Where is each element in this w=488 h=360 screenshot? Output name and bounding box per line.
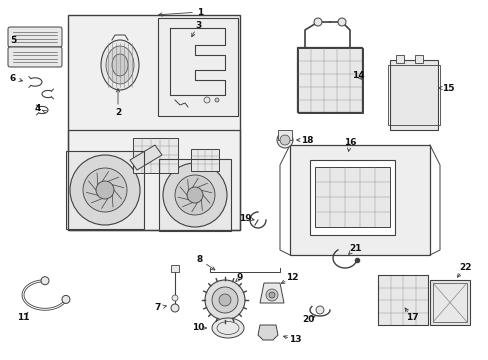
Text: 12: 12 — [285, 274, 298, 283]
Bar — [159, 159, 230, 231]
Text: 16: 16 — [343, 138, 356, 147]
Bar — [377, 275, 427, 325]
Ellipse shape — [101, 40, 139, 90]
Bar — [68, 15, 240, 230]
Bar — [171, 265, 179, 272]
Text: 3: 3 — [195, 21, 201, 30]
Text: 15: 15 — [441, 84, 453, 93]
Text: 22: 22 — [458, 264, 470, 273]
Text: 19: 19 — [238, 213, 251, 222]
Bar — [297, 48, 362, 113]
Circle shape — [70, 155, 140, 225]
Bar — [395, 55, 403, 63]
Circle shape — [276, 132, 292, 148]
Circle shape — [337, 18, 346, 26]
Circle shape — [163, 163, 226, 227]
Ellipse shape — [212, 318, 244, 338]
Circle shape — [175, 175, 215, 215]
Circle shape — [268, 292, 274, 298]
Text: 14: 14 — [351, 71, 364, 80]
Circle shape — [315, 306, 324, 314]
Circle shape — [313, 18, 321, 26]
Bar — [389, 60, 437, 130]
Bar — [132, 138, 177, 172]
Bar — [429, 280, 469, 325]
Text: 2: 2 — [115, 108, 121, 117]
Bar — [66, 151, 143, 229]
Text: 17: 17 — [405, 314, 417, 323]
Circle shape — [83, 168, 127, 212]
Text: 9: 9 — [236, 274, 243, 283]
Text: 20: 20 — [301, 315, 314, 324]
Bar — [159, 159, 230, 231]
Circle shape — [186, 187, 203, 203]
Circle shape — [171, 304, 179, 312]
Text: 11: 11 — [17, 314, 29, 323]
Bar — [296, 47, 361, 112]
Circle shape — [41, 277, 49, 285]
Circle shape — [215, 98, 219, 102]
Text: 21: 21 — [348, 243, 361, 252]
Bar — [387, 65, 439, 125]
Polygon shape — [130, 145, 162, 170]
Polygon shape — [258, 325, 278, 340]
Bar — [278, 130, 291, 140]
Bar — [66, 151, 143, 229]
Bar — [414, 55, 422, 63]
Bar — [68, 130, 240, 230]
Text: 1: 1 — [197, 8, 203, 17]
Circle shape — [212, 287, 238, 313]
Circle shape — [62, 296, 70, 303]
Text: 7: 7 — [155, 303, 161, 312]
Bar — [289, 145, 429, 255]
Circle shape — [280, 135, 289, 145]
Circle shape — [265, 289, 278, 301]
Bar — [432, 283, 466, 322]
Polygon shape — [260, 283, 284, 303]
Text: 10: 10 — [191, 324, 204, 333]
Ellipse shape — [112, 54, 128, 76]
Text: 13: 13 — [288, 336, 301, 345]
Circle shape — [96, 181, 114, 199]
Circle shape — [172, 295, 178, 301]
Ellipse shape — [106, 46, 134, 84]
Bar — [309, 160, 394, 235]
Bar — [377, 275, 427, 325]
Circle shape — [219, 294, 230, 306]
Circle shape — [203, 97, 209, 103]
FancyBboxPatch shape — [8, 47, 62, 67]
Bar — [314, 167, 389, 227]
Text: 8: 8 — [197, 256, 203, 265]
Text: 6: 6 — [10, 73, 16, 82]
Bar — [158, 18, 238, 116]
Circle shape — [204, 280, 244, 320]
Text: 4: 4 — [35, 104, 41, 113]
Text: 18: 18 — [300, 135, 313, 144]
FancyBboxPatch shape — [8, 27, 62, 47]
Bar — [191, 149, 219, 171]
Text: 5: 5 — [10, 36, 16, 45]
